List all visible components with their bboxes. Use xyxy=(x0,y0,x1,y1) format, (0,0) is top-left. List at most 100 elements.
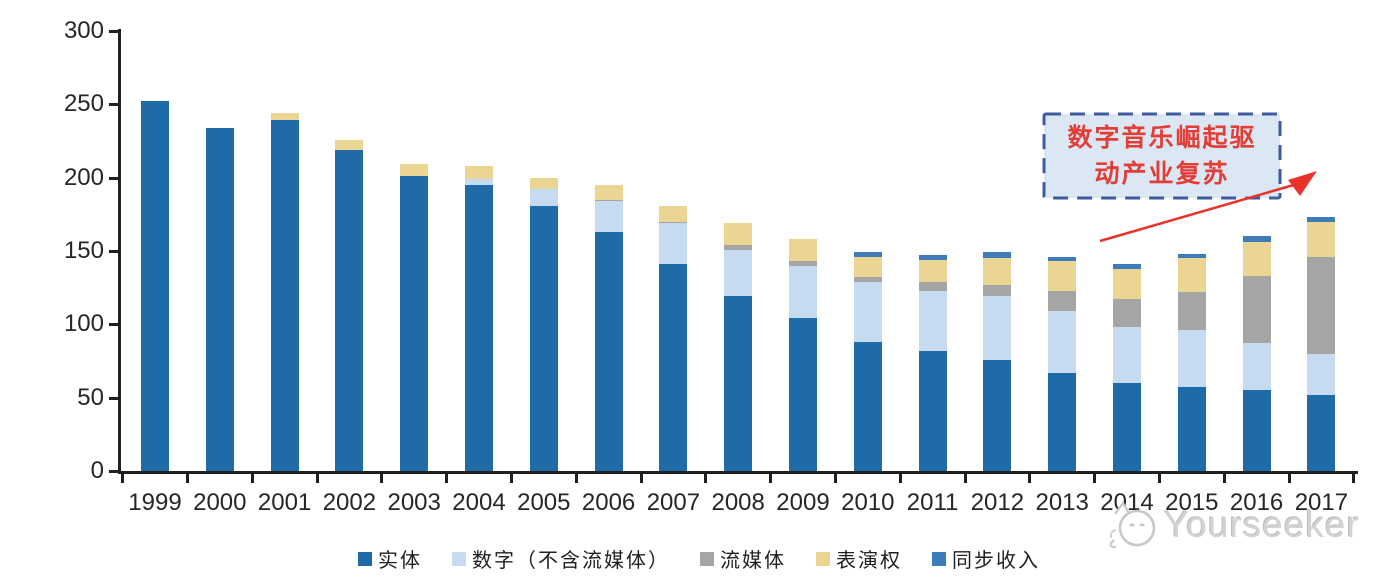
bar-segment-同步收入 xyxy=(918,255,947,260)
y-axis-label: 200 xyxy=(63,163,104,191)
bar-segment-数字（不含流媒体） xyxy=(529,189,558,206)
bar-segment-表演权 xyxy=(270,113,299,121)
cat-magnifier-icon xyxy=(1109,501,1156,549)
bar-segment-实体 xyxy=(789,318,817,471)
x-axis-label: 2004 xyxy=(452,489,506,516)
legend-swatch-icon xyxy=(452,551,466,566)
annotation-line-2: 动产业复苏 xyxy=(1094,160,1230,188)
bar-segment-表演权 xyxy=(659,205,688,222)
legend-label: 同步收入 xyxy=(952,550,1040,572)
bar-segment-表演权 xyxy=(1177,258,1206,293)
x-axis-label: 2015 xyxy=(1165,489,1219,516)
bar-segment-表演权 xyxy=(983,258,1012,285)
bar-segment-数字（不含流媒体） xyxy=(465,179,493,185)
bar-segment-流媒体 xyxy=(724,245,753,250)
bar-segment-同步收入 xyxy=(983,252,1012,259)
bar-segment-同步收入 xyxy=(1307,217,1336,222)
bar-segment-表演权 xyxy=(724,223,753,246)
bar-segment-表演权 xyxy=(918,259,947,282)
x-axis-label: 2000 xyxy=(193,489,247,516)
bar-segment-表演权 xyxy=(853,256,882,278)
bar-segment-数字（不含流媒体） xyxy=(1307,353,1336,395)
y-axis-tick xyxy=(109,250,118,253)
bar-segment-表演权 xyxy=(1048,261,1077,291)
bar-segment-同步收入 xyxy=(1242,236,1271,243)
bar-segment-流媒体 xyxy=(1048,290,1077,312)
bar-segment-实体 xyxy=(270,120,299,471)
bar-segment-实体 xyxy=(1177,387,1206,471)
legend-label: 数字（不含流媒体） xyxy=(472,550,670,572)
legend-item: 实体 xyxy=(358,544,422,573)
legend-item: 表演权 xyxy=(816,544,902,573)
x-axis-label: 2009 xyxy=(776,489,830,516)
bar-segment-实体 xyxy=(205,127,234,471)
bar-segment-同步收入 xyxy=(1177,253,1206,259)
watermark: Yourseeker xyxy=(1100,500,1360,550)
y-axis-label: 300 xyxy=(63,17,104,44)
y-axis-label: 150 xyxy=(63,237,104,264)
y-axis-tick xyxy=(109,103,118,107)
x-axis-label: 2013 xyxy=(1035,489,1089,516)
bar-segment-数字（不含流媒体） xyxy=(918,290,947,351)
y-axis-label: 0 xyxy=(90,457,104,484)
bar-segment-实体 xyxy=(918,350,947,471)
bar-segment-表演权 xyxy=(1307,221,1336,257)
bar-segment-流媒体 xyxy=(789,261,817,266)
bar-segment-数字（不含流媒体） xyxy=(724,249,753,297)
x-axis-tick xyxy=(1028,474,1032,483)
bar-segment-实体 xyxy=(1113,383,1141,471)
bar-segment-实体 xyxy=(141,101,169,471)
legend-swatch-icon xyxy=(932,551,946,566)
bar-segment-实体 xyxy=(594,231,623,471)
y-axis-tick xyxy=(109,470,118,473)
x-axis-label: 2008 xyxy=(711,489,765,516)
bar-segment-数字（不含流媒体） xyxy=(983,296,1012,360)
bar-segment-数字（不含流媒体） xyxy=(1242,343,1271,391)
bar-segment-流媒体 xyxy=(1177,292,1206,331)
bar-segment-表演权 xyxy=(465,165,493,180)
legend-swatch-icon xyxy=(816,551,830,566)
x-axis-label: 2012 xyxy=(970,489,1025,516)
bar-segment-数字（不含流媒体） xyxy=(853,281,882,342)
y-axis-tick xyxy=(109,30,118,33)
y-axis-tick xyxy=(109,323,118,327)
x-axis-tick xyxy=(769,474,773,483)
x-axis-label: 2002 xyxy=(322,489,377,516)
bar-segment-流媒体 xyxy=(659,221,688,224)
bar-segment-同步收入 xyxy=(853,252,882,257)
bar-segment-流媒体 xyxy=(1113,299,1141,328)
annotation-arrow-line xyxy=(1099,182,1298,243)
x-axis-label: 2010 xyxy=(841,489,895,516)
bar-segment-数字（不含流媒体） xyxy=(594,201,623,232)
bar-segment-流媒体 xyxy=(1307,256,1336,354)
bar-segment-表演权 xyxy=(335,139,364,150)
y-axis-tick xyxy=(109,396,118,400)
legend-swatch-icon xyxy=(700,551,714,566)
x-axis-tick xyxy=(898,474,902,483)
y-axis-tick xyxy=(109,176,118,180)
x-axis-tick xyxy=(315,474,319,483)
bar-segment-数字（不含流媒体） xyxy=(1113,327,1141,383)
x-axis-tick xyxy=(1157,474,1161,483)
x-axis-tick xyxy=(1287,474,1291,483)
x-axis-tick xyxy=(380,474,384,483)
bar-segment-实体 xyxy=(400,176,429,471)
annotation-arrowhead-icon xyxy=(1288,171,1317,196)
bar-segment-数字（不含流媒体） xyxy=(1177,330,1206,388)
bar-segment-同步收入 xyxy=(1113,264,1141,269)
bar-segment-表演权 xyxy=(1113,268,1141,300)
bar-segment-实体 xyxy=(853,341,882,471)
bar-segment-数字（不含流媒体） xyxy=(1048,311,1077,373)
x-axis-tick xyxy=(704,474,708,483)
x-axis-label: 1999 xyxy=(128,489,182,516)
legend-item: 数字（不含流媒体） xyxy=(452,544,670,573)
bar-segment-实体 xyxy=(335,149,364,471)
x-axis-tick xyxy=(185,474,189,483)
legend-item: 同步收入 xyxy=(932,544,1040,573)
legend-swatch-icon xyxy=(358,551,372,566)
x-axis-line xyxy=(118,471,1358,474)
x-axis-tick xyxy=(509,474,513,483)
legend-label: 表演权 xyxy=(836,550,902,572)
bar-segment-实体 xyxy=(465,185,493,471)
